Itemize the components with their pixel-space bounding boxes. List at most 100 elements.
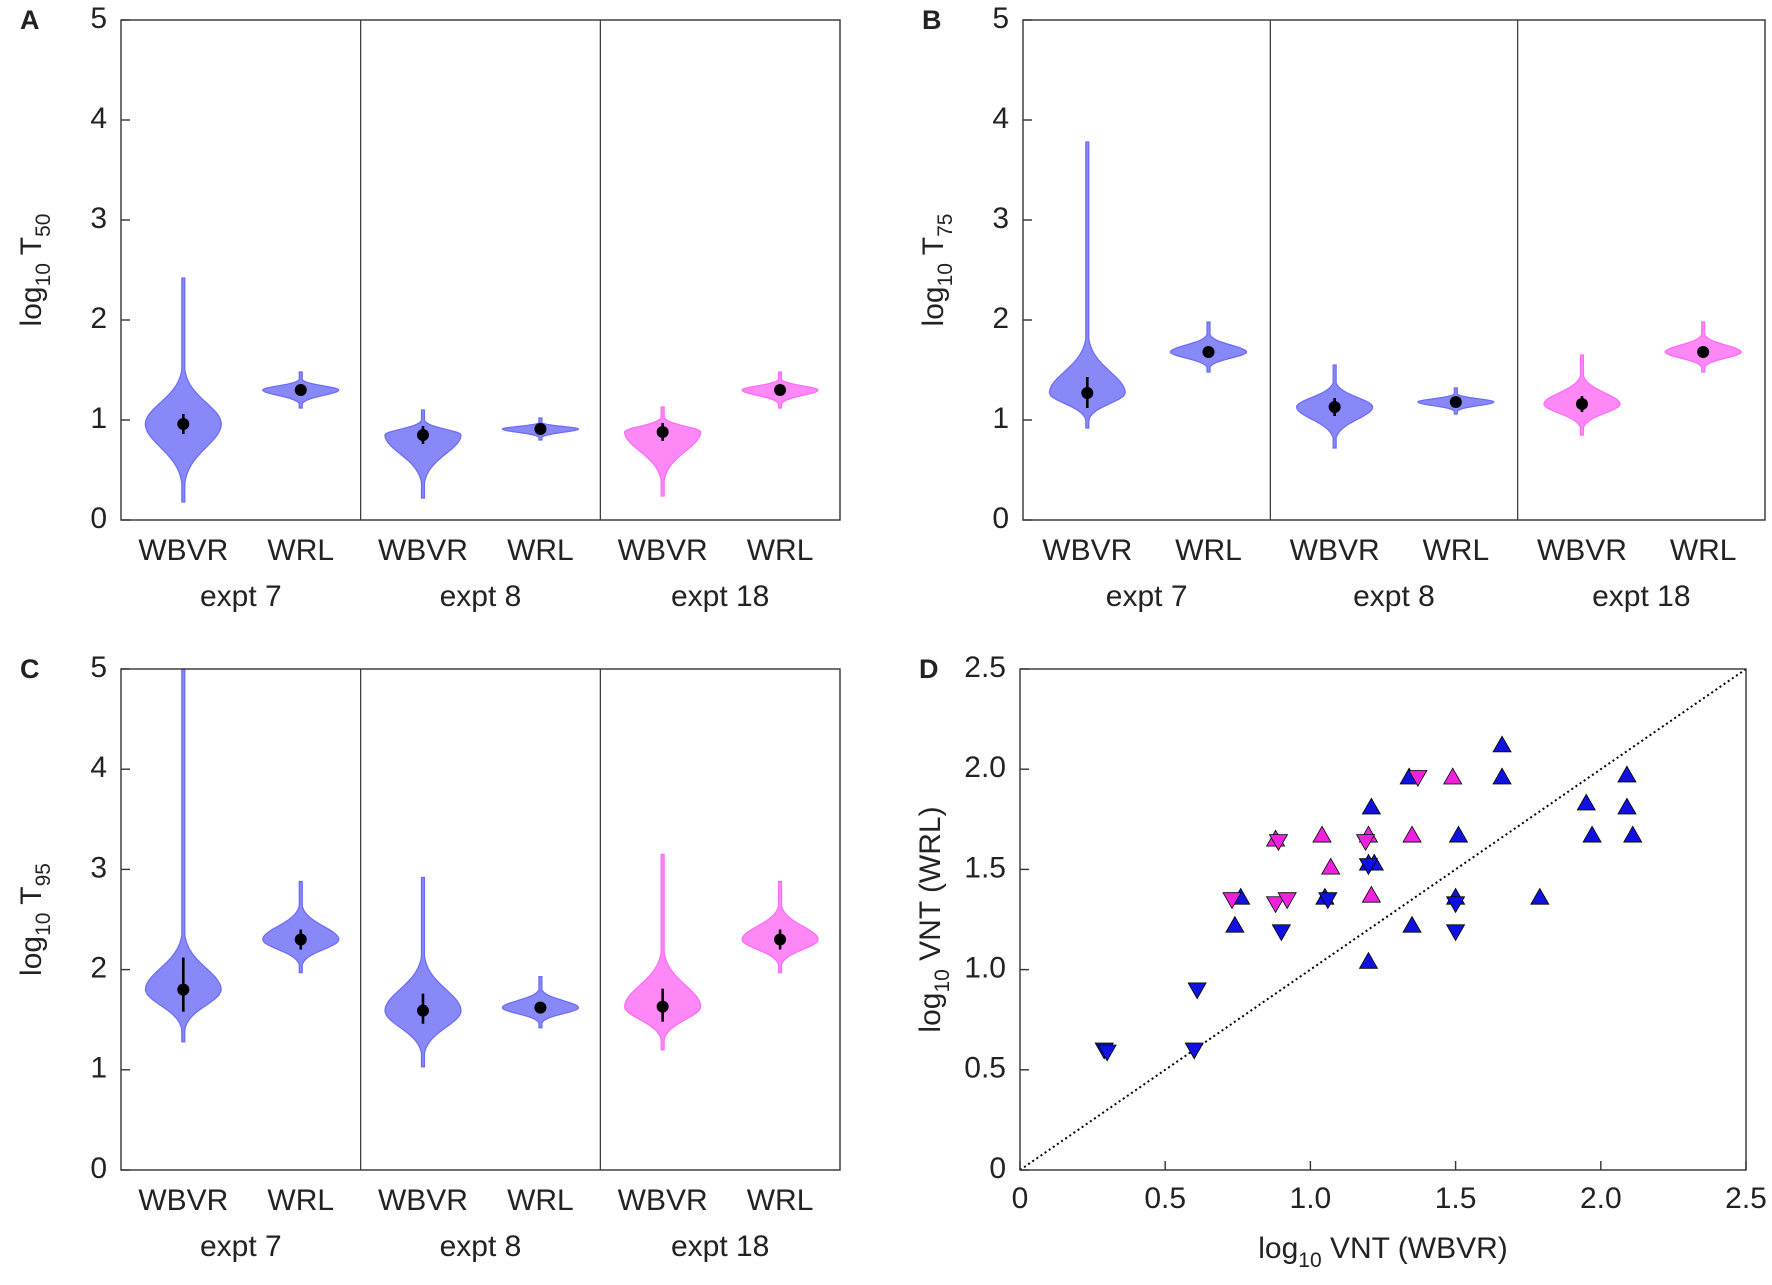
label-part: T [15,237,48,263]
x-tick-label: WRL [267,534,334,567]
violin [624,853,702,1051]
y-tick-label: 3 [90,851,107,884]
median-point [416,429,429,441]
label-part: VNT (WRL) [914,806,947,969]
y-axis-label: log10 T50 [15,214,55,327]
x-tick-label: WBVR [1537,534,1627,567]
scatter-point [1492,767,1512,785]
x-tick-label: WRL [747,534,814,567]
panel-letter: A [20,5,40,35]
group-label: expt 8 [440,580,522,613]
group-label: expt 7 [200,1230,282,1263]
scatter-point [1617,797,1637,815]
y-tick-label: 1 [90,1052,107,1085]
scatter-point [1184,1042,1204,1060]
violin [144,277,222,503]
y-tick-label: 2 [90,952,107,985]
y-tick-label: 1 [992,402,1009,435]
panel-letter: C [20,654,40,684]
median-point [1575,398,1588,410]
label-part: VNT (WBVR) [1322,1232,1508,1265]
y-axis-label: log10 T95 [15,863,55,976]
scatter-point [1358,951,1379,969]
y-tick-label: 1 [90,402,107,435]
violin [262,880,340,974]
violin [624,406,702,497]
violin [1048,141,1126,429]
y-tick-label: 5 [90,651,107,684]
y-tick-label: 0.5 [964,1052,1006,1085]
x-tick-label: 1.0 [1290,1182,1332,1215]
scatter-point [1361,797,1382,815]
scatter-point [1222,892,1242,910]
y-tick-label: 0 [90,1152,107,1185]
median-point [294,384,307,396]
violin [741,880,819,974]
median-point [416,1004,429,1017]
scatter-point [1448,825,1469,843]
median-point [1449,396,1462,408]
label-part: T [15,886,48,912]
x-tick-label: WRL [1175,534,1242,567]
scatter-point [1321,857,1341,875]
axis-box [1019,668,1747,1171]
scatter-point [1445,924,1466,942]
y-tick-label: 5 [992,2,1009,35]
label-part: 10 [1298,1249,1321,1272]
group-label: expt 7 [200,580,282,613]
scatter-point [1492,735,1512,753]
y-tick-label: 0 [90,502,107,535]
x-tick-label: WBVR [378,1184,468,1217]
scatter-point [1530,887,1550,905]
label-part: 75 [934,214,957,237]
label-part: 50 [32,214,55,237]
axis-box [1022,19,1766,521]
scatter-point [1402,915,1422,933]
axis-box [120,668,841,1171]
label-part: log [15,936,48,976]
y-tick-label: 0 [992,502,1009,535]
scatter-point [1408,770,1428,788]
label-part: 10 [32,263,55,286]
label-part: log [914,993,947,1033]
y-tick-label: 2.0 [964,751,1006,784]
group-label: expt 18 [1592,580,1690,613]
median-point [656,1000,669,1013]
scatter-point [1443,767,1463,785]
x-tick-label: WBVR [378,534,468,567]
x-tick-label: WRL [507,1184,574,1217]
x-tick-label: 2.5 [1725,1182,1767,1215]
y-tick-label: 2.5 [964,651,1006,684]
y-tick-label: 2 [90,302,107,335]
scatter-point [1271,924,1292,942]
label-part: log [1258,1232,1298,1265]
scatter-point [1318,892,1338,910]
median-point [656,426,669,438]
x-tick-label: WBVR [138,534,228,567]
median-point [774,933,787,946]
y-tick-label: 4 [90,751,107,784]
median-point [774,384,787,396]
x-tick-label: WBVR [1290,534,1380,567]
y-tick-label: 1.0 [964,952,1006,985]
label-part: 10 [934,263,957,286]
scatter-point [1623,825,1643,843]
scatter-point [1268,834,1289,852]
y-axis-label: log10 T75 [917,214,957,327]
label-part: 95 [32,863,55,886]
median-point [534,1001,547,1014]
x-axis-label: log10 VNT (WBVR) [1258,1232,1508,1272]
y-tick-label: 3 [90,202,107,235]
x-tick-label: WBVR [1042,534,1132,567]
median-point [534,423,547,435]
scatter-point [1445,896,1466,914]
x-tick-label: WRL [1670,534,1737,567]
y-tick-label: 1.5 [964,851,1006,884]
y-axis-label: log10 VNT (WRL) [914,806,954,1032]
scatter-point [1355,834,1376,852]
label-part: T [917,237,950,263]
label-part: log [917,286,950,326]
x-tick-label: WRL [507,534,574,567]
median-point [1328,401,1341,413]
label-part: 10 [931,969,954,992]
